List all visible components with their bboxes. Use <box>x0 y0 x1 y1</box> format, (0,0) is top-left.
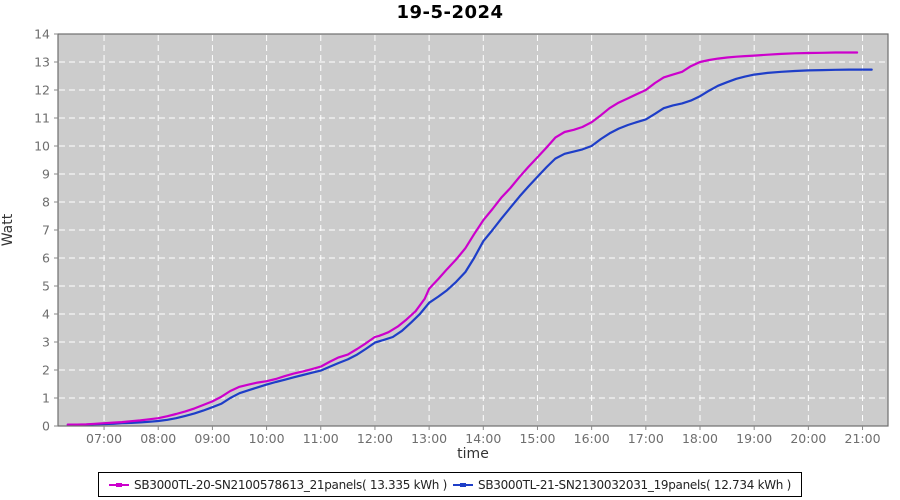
y-tick-label: 11 <box>34 111 50 126</box>
x-tick-label: 14:00 <box>465 431 501 446</box>
x-tick-label: 10:00 <box>249 431 285 446</box>
x-tick-label: 18:00 <box>682 431 718 446</box>
series-line-marker-icon <box>453 481 473 489</box>
legend-item-inverter-20: SB3000TL-20-SN2100578613_21panels( 13.33… <box>109 478 447 492</box>
y-tick-label: 5 <box>42 279 50 294</box>
series-line-marker-icon <box>109 481 129 489</box>
x-tick-label: 13:00 <box>411 431 447 446</box>
y-tick-label: 12 <box>34 83 50 98</box>
x-tick-label: 19:00 <box>736 431 772 446</box>
x-tick-label: 08:00 <box>140 431 176 446</box>
legend-item-inverter-21: SB3000TL-21-SN2130032031_19panels( 12.73… <box>453 478 791 492</box>
y-tick-label: 7 <box>42 223 50 238</box>
chart-legend: SB3000TL-20-SN2100578613_21panels( 13.33… <box>0 472 900 497</box>
y-tick-label: 2 <box>42 363 50 378</box>
y-tick-label: 8 <box>42 195 50 210</box>
legend-box: SB3000TL-20-SN2100578613_21panels( 13.33… <box>98 472 802 497</box>
legend-label-inverter-20: SB3000TL-20-SN2100578613_21panels( 13.33… <box>134 477 447 492</box>
y-tick-label: 1 <box>42 391 50 406</box>
x-tick-label: 12:00 <box>357 431 393 446</box>
y-tick-label: 4 <box>42 307 50 322</box>
y-tick-label: 14 <box>34 27 50 42</box>
x-tick-label: 09:00 <box>194 431 230 446</box>
x-tick-label: 15:00 <box>519 431 555 446</box>
y-tick-label: 6 <box>42 251 50 266</box>
series-line-1 <box>66 68 873 426</box>
legend-label-inverter-21: SB3000TL-21-SN2130032031_19panels( 12.73… <box>478 477 791 492</box>
x-tick-label: 07:00 <box>86 431 122 446</box>
x-tick-label: 11:00 <box>303 431 339 446</box>
y-tick-label: 10 <box>34 139 50 154</box>
x-tick-label: 16:00 <box>574 431 610 446</box>
x-axis-title: time <box>457 446 489 462</box>
y-tick-label: 13 <box>34 55 50 70</box>
x-tick-label: 20:00 <box>790 431 826 446</box>
x-tick-label: 17:00 <box>628 431 664 446</box>
series-line-0 <box>66 51 859 426</box>
y-tick-label: 9 <box>42 167 50 182</box>
y-tick-label: 0 <box>42 419 50 434</box>
x-tick-label: 21:00 <box>845 431 881 446</box>
y-tick-label: 3 <box>42 335 50 350</box>
chart-title: 19-5-2024 <box>396 2 504 23</box>
